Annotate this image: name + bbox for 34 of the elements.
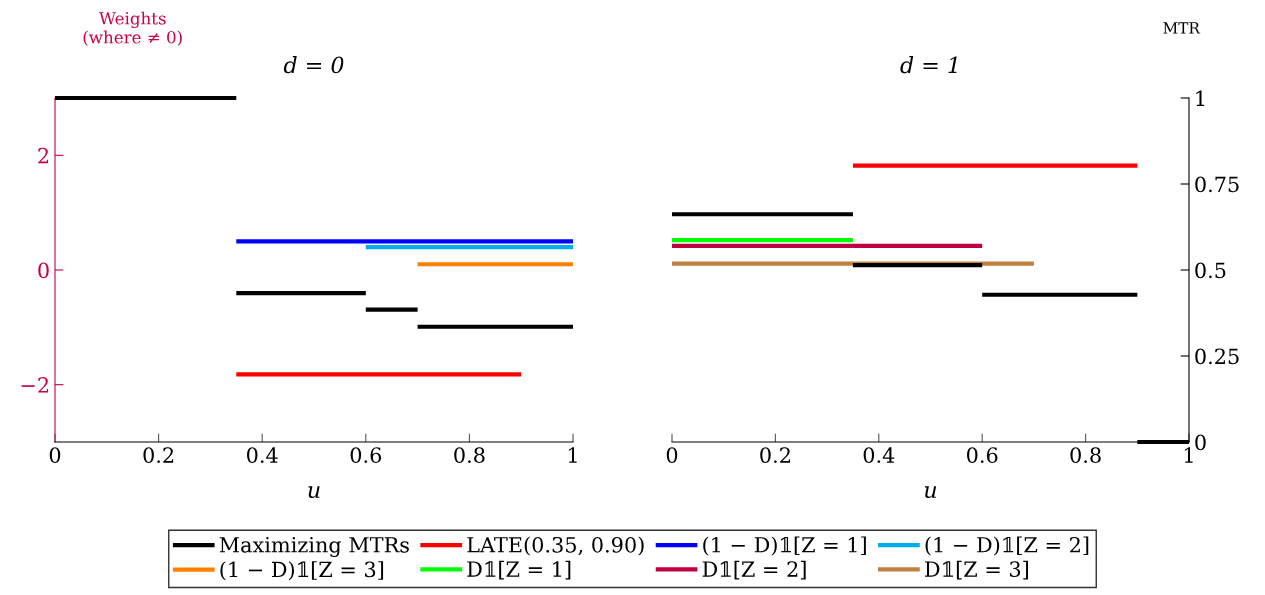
x-tick-label: 0.6	[967, 447, 998, 463]
legend-label: (1 − D)𝟙[Z = 3]	[220, 561, 384, 581]
y-axis-title: Weights (where ≠ 0)	[83, 11, 182, 46]
legend-label: D𝟙[Z = 1]	[467, 560, 571, 580]
legend-label: (1 − D)𝟙[Z = 2]	[925, 536, 1089, 556]
x-tick-label: 0.8	[454, 447, 485, 463]
legend-label: D𝟙[Z = 2]	[702, 560, 806, 580]
x-tick-label: 0.4	[247, 447, 278, 463]
x-tick-label: 1	[568, 447, 577, 463]
chart-title: d = 1	[900, 56, 957, 74]
legend-label: Maximizing MTRs	[219, 537, 409, 557]
x-tick-label: 0	[666, 447, 678, 463]
y2-tick-label: 0.5	[1195, 262, 1226, 279]
x-tick-label: 0.8	[1070, 447, 1101, 463]
legend-label: D𝟙[Z = 3]	[925, 560, 1028, 580]
x-tick-label: 0.6	[350, 447, 382, 463]
y-tick-label: −2	[21, 377, 49, 393]
x-tick-label: 0.4	[863, 447, 895, 463]
y2-tick-label: 0.75	[1195, 176, 1239, 193]
x-axis-title: u	[308, 486, 320, 499]
y2-tick-label: 0.25	[1195, 348, 1239, 365]
y-tick-label: 2	[38, 147, 49, 164]
chart-title: d = 0	[283, 56, 344, 74]
legend-label: (1 − D)𝟙[Z = 1]	[703, 536, 866, 556]
y2-axis-title: MTR	[1163, 22, 1201, 34]
x-tick-label: 0.2	[143, 447, 174, 463]
x-tick-label: 1	[1184, 447, 1193, 463]
y2-tick-label: 1	[1196, 90, 1205, 106]
y2-tick-label: 0	[1195, 434, 1206, 451]
x-axis-title: u	[924, 486, 937, 499]
y-tick-label: 0	[38, 262, 49, 279]
x-tick-label: 0	[49, 447, 61, 463]
legend-label: LATE(0.35, 0.90)	[467, 536, 644, 556]
x-tick-label: 0.2	[760, 447, 790, 463]
